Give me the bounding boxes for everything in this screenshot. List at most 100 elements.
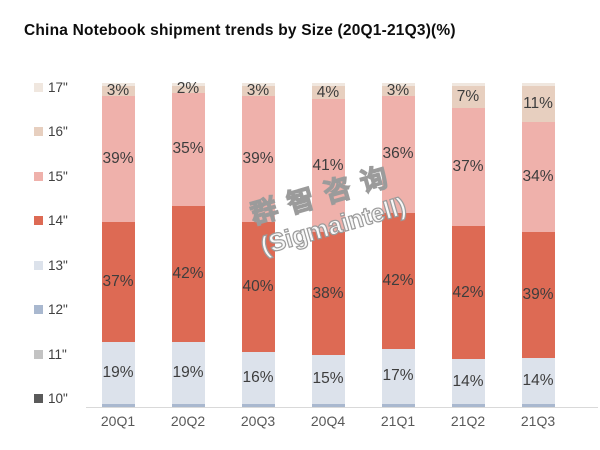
legend-swatch: [34, 127, 43, 137]
segment-15in: [381, 95, 415, 213]
bar-20Q1: 3% 39% 37% 19% 20Q1: [101, 82, 135, 429]
value-label-15in-21Q1: 36%: [382, 145, 414, 163]
bar-20Q2: 2% 35% 42% 19% 20Q2: [171, 80, 205, 429]
value-label-13in-20Q1: 19%: [102, 363, 134, 381]
legend-swatch: [34, 216, 43, 226]
value-label-16in-20Q2: 2%: [176, 80, 200, 98]
legend-label: 12": [48, 302, 68, 318]
segment-16in: [521, 86, 555, 122]
bar-21Q3: 11% 34% 39% 14% 21Q3: [521, 83, 555, 429]
value-label-16in-21Q2: 7%: [456, 88, 480, 106]
bar-20Q4: 4% 41% 38% 15% 20Q4: [311, 83, 345, 429]
value-label-14in-20Q3: 40%: [242, 278, 274, 296]
segment-15in: [241, 95, 275, 223]
value-label-14in-21Q1: 42%: [382, 271, 414, 289]
legend-swatch: [34, 349, 43, 359]
segment-17in: [381, 83, 415, 87]
value-label-13in-20Q2: 19%: [172, 363, 204, 381]
x-axis-label-21Q3: 21Q3: [520, 413, 556, 429]
segment-17in: [451, 83, 485, 87]
bar-21Q1: 3% 36% 42% 17% 21Q1: [381, 82, 415, 429]
legend-item-13in: 13": [34, 258, 68, 273]
x-axis-label-20Q4: 20Q4: [310, 413, 346, 429]
segment-14in: [521, 232, 555, 359]
legend-label: 11": [48, 346, 67, 362]
value-label-15in-20Q1: 39%: [102, 150, 134, 168]
legend-swatch: [34, 393, 43, 403]
segment-13in: [311, 355, 345, 404]
legend-label: 10": [48, 390, 68, 406]
value-label-14in-20Q2: 42%: [172, 265, 204, 283]
segment-12in: [311, 403, 345, 407]
segment-17in: [521, 83, 555, 87]
value-label-16in-21Q3: 11%: [523, 95, 553, 113]
value-label-15in-20Q4: 41%: [312, 156, 344, 174]
value-label-13in-21Q3: 14%: [522, 372, 554, 390]
segment-12in: [101, 403, 135, 407]
segment-14in: [311, 232, 345, 356]
segment-14in: [381, 212, 415, 349]
chart-title: China Notebook shipment trends by Size (…: [24, 22, 456, 39]
segment-13in: [171, 342, 205, 404]
legend-swatch: [34, 83, 43, 92]
value-label-13in-21Q1: 17%: [382, 367, 414, 385]
x-axis-label-20Q2: 20Q2: [170, 413, 206, 429]
legend-swatch: [34, 260, 43, 270]
x-axis-line: [86, 407, 598, 408]
legend-label: 17": [48, 80, 68, 95]
segment-14in: [451, 225, 485, 360]
legend-label: 15": [48, 168, 68, 184]
value-label-13in-20Q4: 15%: [312, 370, 344, 388]
legend-label: 16": [48, 124, 68, 140]
segment-13in: [381, 348, 415, 404]
segment-13in: [241, 351, 275, 404]
value-label-16in-20Q1: 3%: [106, 82, 130, 100]
plot-area: 3% 39% 37% 19% 20Q1 2% 35% 42% 19% 20Q2 3% 39% 40% 16…: [95, 80, 595, 429]
segment-15in: [451, 108, 485, 226]
segment-14in: [241, 222, 275, 352]
legend-item-10in: 10": [34, 391, 68, 406]
value-label-14in-21Q2: 42%: [452, 283, 484, 301]
value-label-15in-21Q2: 37%: [452, 158, 484, 176]
legend-label: 13": [48, 257, 68, 273]
legend-swatch: [34, 305, 43, 315]
segment-16in: [381, 86, 415, 96]
segment-12in: [381, 403, 415, 407]
segment-15in: [101, 95, 135, 223]
segment-13in: [101, 342, 135, 404]
segment-17in: [311, 83, 345, 87]
value-label-16in-20Q4: 4%: [316, 83, 340, 101]
segment-17in: [241, 83, 275, 87]
legend-swatch: [34, 171, 43, 181]
segment-12in: [521, 403, 555, 407]
segment-14in: [101, 222, 135, 343]
segment-12in: [171, 403, 205, 407]
segment-12in: [241, 403, 275, 407]
value-label-15in-20Q2: 35%: [172, 140, 204, 158]
segment-16in: [241, 86, 275, 96]
x-axis-label-20Q1: 20Q1: [100, 413, 136, 429]
value-label-16in-20Q3: 3%: [246, 82, 270, 100]
legend-item-15in: 15": [34, 169, 68, 184]
segment-13in: [451, 359, 485, 404]
value-label-15in-20Q3: 39%: [242, 150, 274, 168]
segment-16in: [311, 86, 345, 100]
segment-12in: [451, 403, 485, 407]
value-label-15in-21Q3: 34%: [522, 167, 554, 185]
x-axis-label-20Q3: 20Q3: [240, 413, 276, 429]
segment-16in: [101, 86, 135, 96]
x-axis-label-21Q1: 21Q1: [380, 413, 416, 429]
bar-20Q3: 3% 39% 40% 16% 20Q3: [241, 82, 275, 429]
segment-15in: [311, 99, 345, 233]
legend-label: 14": [48, 213, 68, 229]
legend: 17" 16" 15" 14" 13" 12" 11" 10": [34, 80, 68, 406]
legend-item-14in: 14": [34, 213, 68, 228]
legend-item-16in: 16": [34, 124, 68, 139]
segment-17in: [101, 83, 135, 87]
bar-21Q2: 7% 37% 42% 14% 21Q2: [451, 83, 485, 429]
segment-13in: [521, 358, 555, 404]
value-label-13in-21Q2: 14%: [452, 372, 484, 390]
value-label-16in-21Q1: 3%: [386, 82, 410, 100]
segment-17in: [171, 83, 205, 87]
value-label-14in-20Q4: 38%: [312, 284, 344, 302]
